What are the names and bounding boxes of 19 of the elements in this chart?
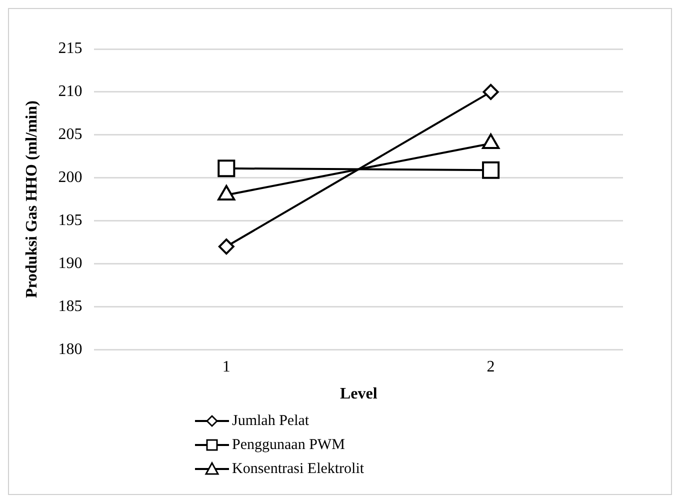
y-tick-label: 185: [58, 298, 82, 315]
point: [218, 160, 236, 178]
legend-label: Konsentrasi Elektrolit: [232, 460, 364, 478]
y-axis-title: Produksi Gas HHO (ml/min): [24, 100, 41, 298]
y-tick-label: 190: [58, 254, 82, 272]
point: [482, 84, 499, 100]
point: [482, 161, 500, 179]
y-tick-label: 215: [58, 40, 82, 58]
legend-label: Jumlah Pelat: [232, 412, 310, 430]
x-tick-label: 1: [222, 358, 230, 376]
point: [218, 238, 234, 255]
y-tick-label: 195: [58, 212, 82, 229]
legend-label: Penggunaan PWM: [232, 436, 345, 454]
x-axis-title: Level: [340, 386, 378, 403]
y-tick-label: 200: [58, 169, 82, 186]
x-tick-label: 2: [486, 358, 495, 376]
y-tick-label: 205: [58, 126, 82, 144]
y-tick-label: 210: [58, 83, 82, 100]
y-tick-label: 180: [58, 340, 82, 358]
